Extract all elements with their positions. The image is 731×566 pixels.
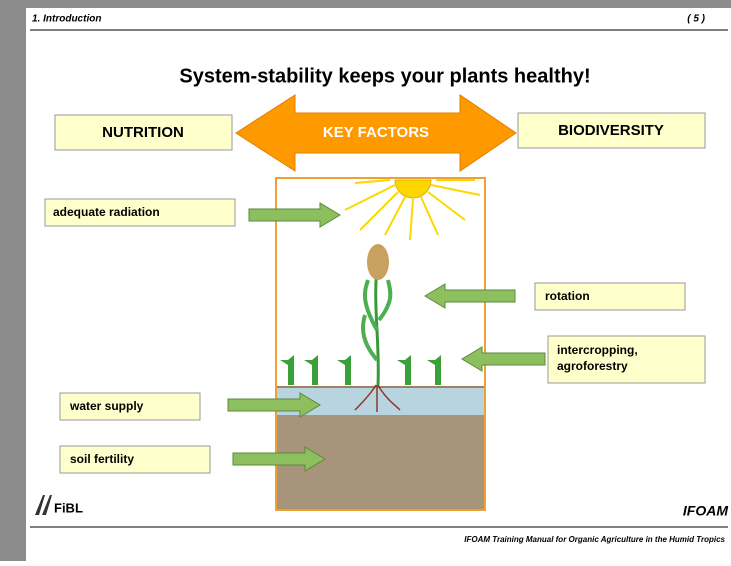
box bbox=[54, 114, 233, 151]
box bbox=[59, 445, 211, 474]
arrow bbox=[232, 446, 326, 472]
footer-text: IFOAM Training Manual for Organic Agricu… bbox=[464, 535, 725, 544]
label: adequate radiation bbox=[53, 205, 160, 219]
sun-rays bbox=[344, 179, 481, 241]
label: soil fertility bbox=[70, 452, 134, 466]
box bbox=[517, 112, 706, 149]
label: intercropping, bbox=[557, 343, 638, 357]
plant bbox=[354, 244, 401, 412]
box bbox=[547, 335, 706, 384]
arrow bbox=[248, 202, 341, 228]
double-arrow bbox=[235, 94, 517, 172]
sun bbox=[394, 179, 432, 199]
arrow bbox=[227, 392, 321, 418]
box bbox=[44, 198, 236, 227]
arrow bbox=[461, 346, 546, 372]
box bbox=[59, 392, 201, 421]
title: System-stability keeps your plants healt… bbox=[179, 65, 590, 87]
label: BIODIVERSITY bbox=[558, 122, 664, 139]
label: KEY FACTORS bbox=[323, 124, 429, 141]
logo: IFOAM bbox=[683, 503, 728, 519]
label: rotation bbox=[545, 289, 590, 303]
label: NUTRITION bbox=[102, 124, 184, 141]
label: water supply bbox=[69, 399, 144, 413]
box bbox=[534, 282, 686, 311]
label: agroforestry bbox=[557, 359, 628, 373]
arrow bbox=[424, 283, 516, 309]
section: 1. Introduction bbox=[32, 14, 101, 25]
logo: FiBL bbox=[54, 500, 83, 515]
page-number: ( 5 ) bbox=[687, 14, 705, 25]
fibl-mark bbox=[35, 495, 52, 515]
seedlings bbox=[280, 355, 441, 385]
